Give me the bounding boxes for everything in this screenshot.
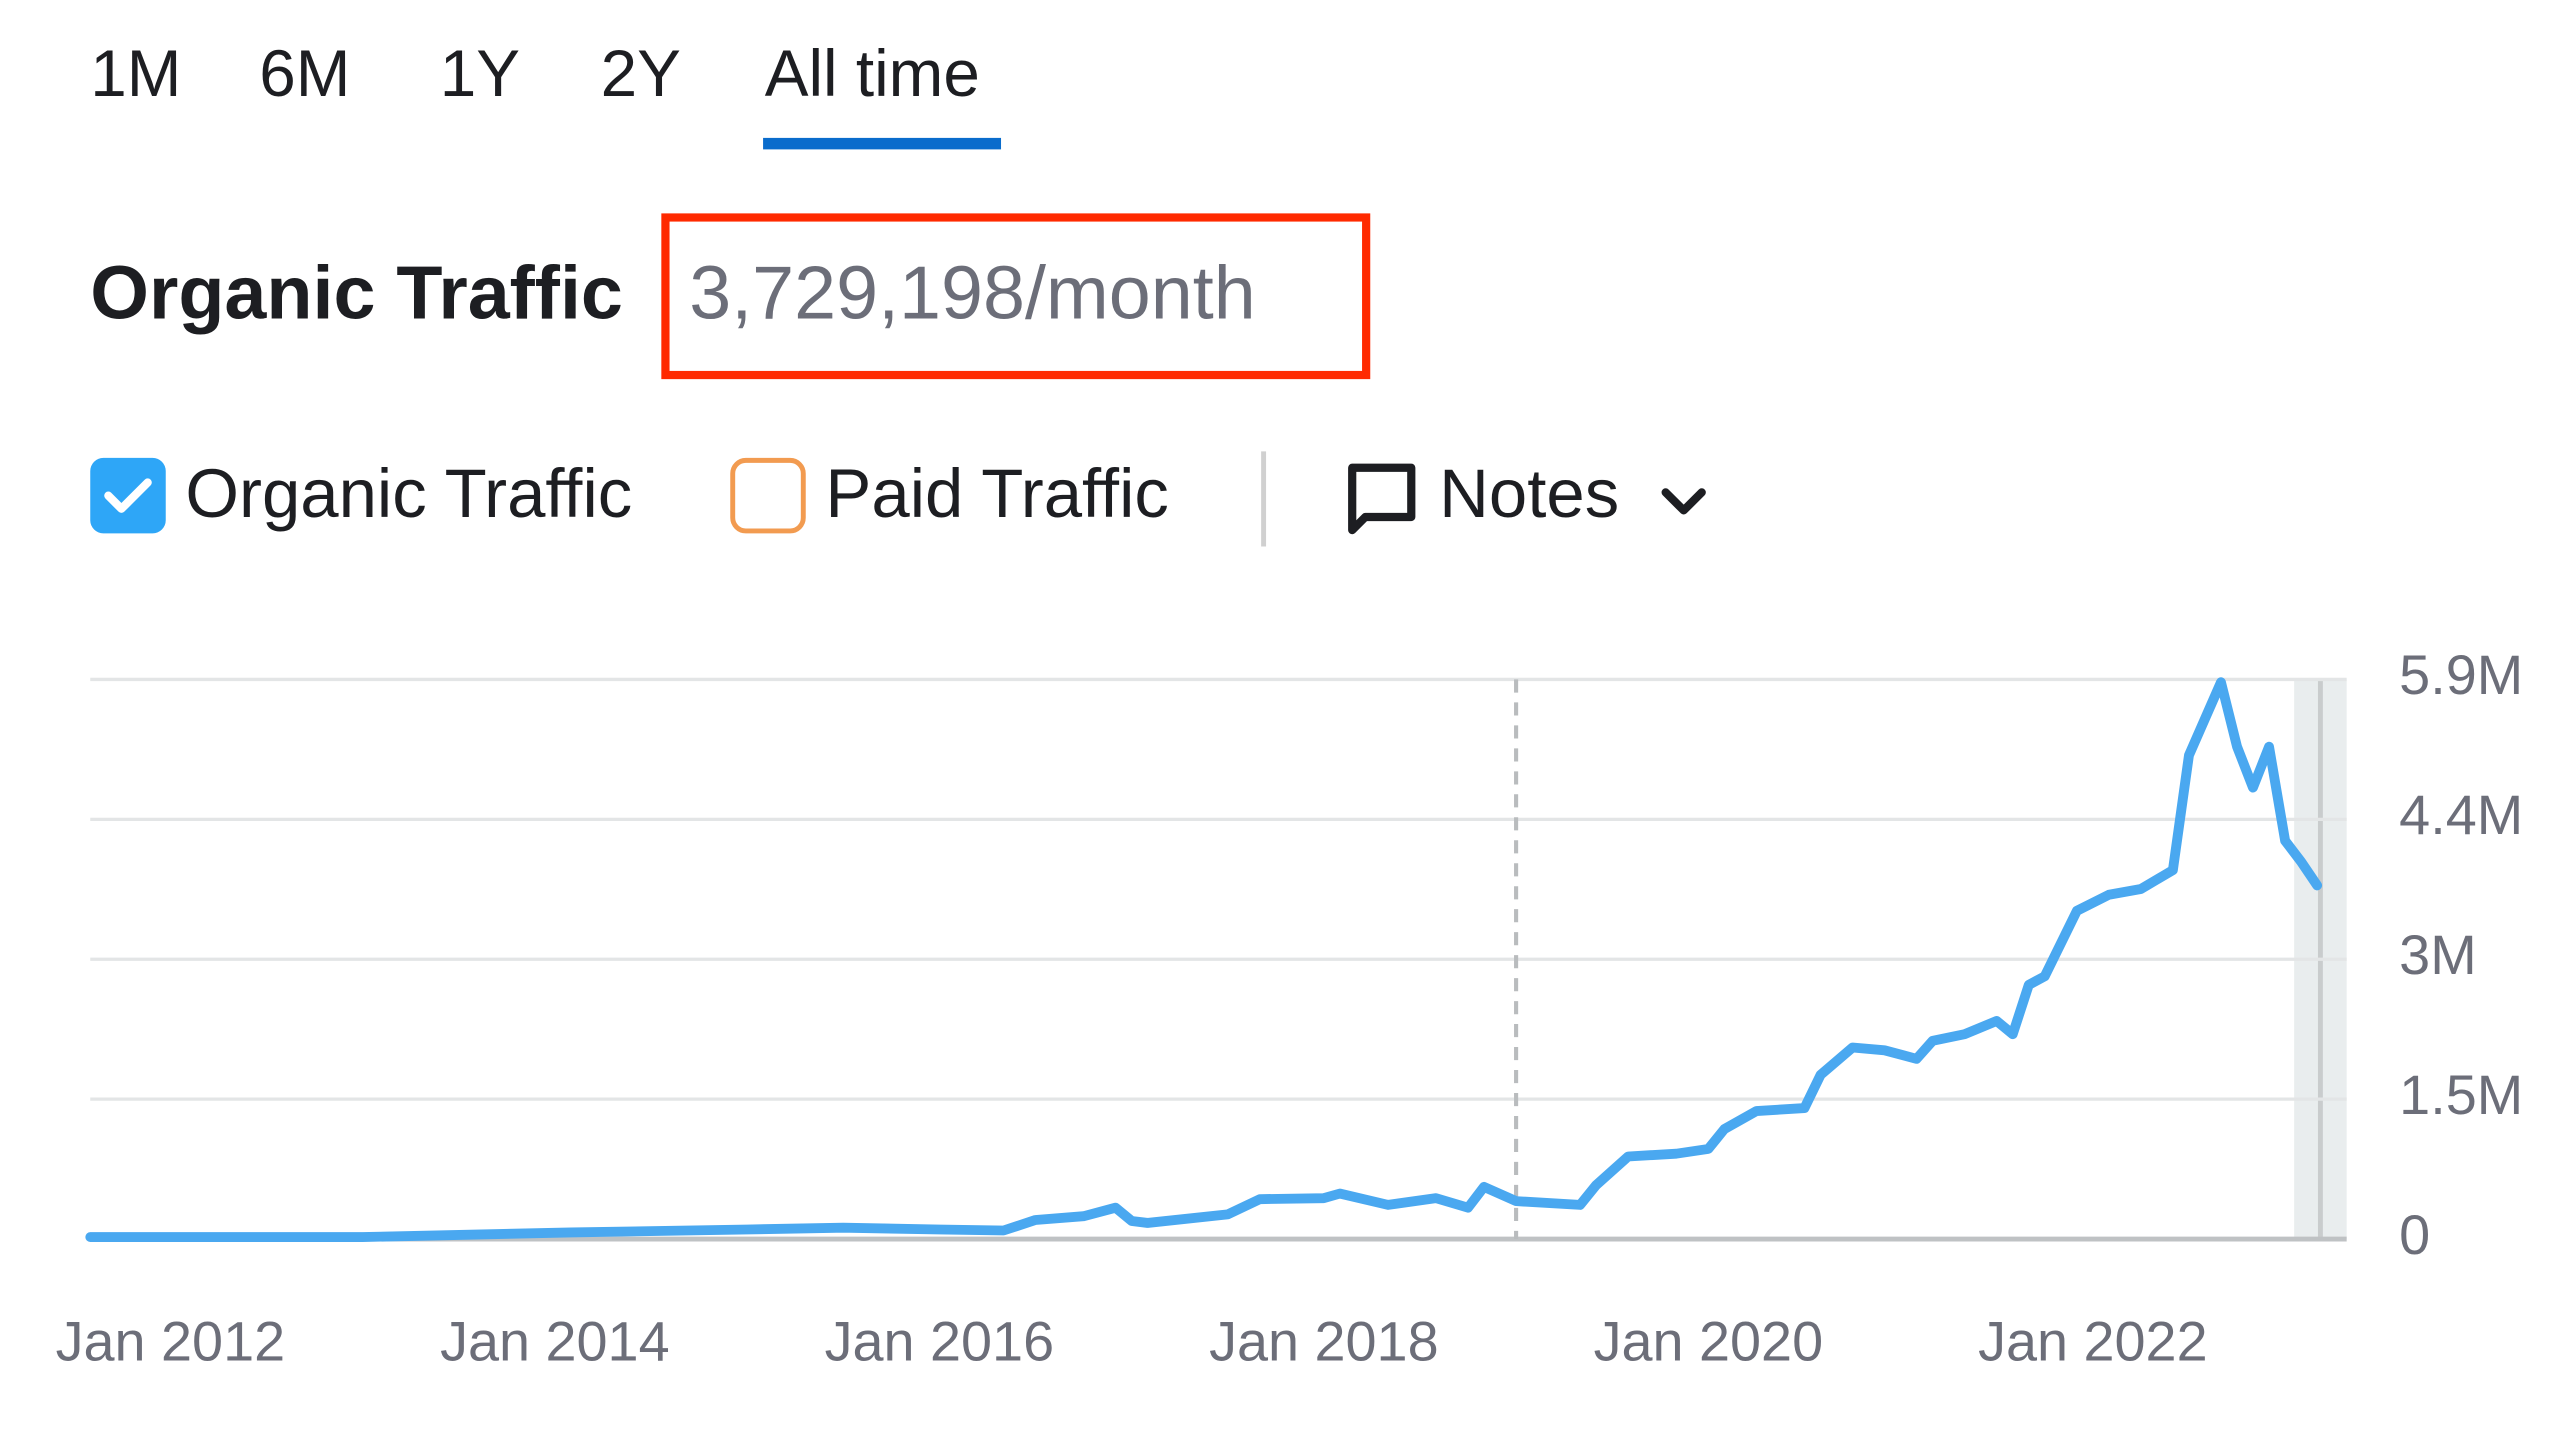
tab[interactable]: 6M xyxy=(259,37,350,110)
legend: Organic Traffic Paid Traffic Notes xyxy=(90,451,1706,547)
check-icon xyxy=(104,478,152,513)
x-tick-label: Jan 2016 xyxy=(825,1309,1055,1372)
y-tick-label: 4.4M xyxy=(2399,783,2523,846)
chevron-icon[interactable] xyxy=(1661,488,1706,515)
heading: Organic Traffic xyxy=(90,251,623,335)
notes-button[interactable]: Notes xyxy=(1439,455,1619,532)
x-tick-label: Jan 2012 xyxy=(56,1309,286,1372)
tabs: 1M 6M 1Y 2Y All time xyxy=(90,37,1002,150)
checkbox-unchecked[interactable] xyxy=(730,457,806,534)
highlight-box xyxy=(661,213,1371,380)
chart: 0 1.5M 3M 4.4M 5.9M Jan 2012 Jan 2014 Jan 2016 J… xyxy=(56,643,2524,1372)
x-tick-label: Jan 2018 xyxy=(1209,1309,1439,1372)
tab[interactable]: 2Y xyxy=(601,37,681,110)
notes-icon[interactable] xyxy=(1348,463,1416,535)
x-tick-label: Jan 2014 xyxy=(440,1309,670,1372)
traffic-value: 3,729,198/month xyxy=(689,251,1255,335)
y-tick-label: 1.5M xyxy=(2399,1063,2523,1126)
legend-label[interactable]: Paid Traffic xyxy=(825,455,1168,532)
legend-label[interactable]: Organic Traffic xyxy=(185,455,632,532)
tab-active[interactable]: All time xyxy=(765,37,980,110)
tab[interactable]: 1M xyxy=(90,37,181,110)
x-tick-label: Jan 2022 xyxy=(1978,1309,2208,1372)
traffic-line xyxy=(85,677,2323,1242)
checkbox-checked[interactable] xyxy=(90,457,166,534)
tab-underline xyxy=(763,137,1002,150)
tab[interactable]: 1Y xyxy=(440,37,520,110)
y-tick-label: 3M xyxy=(2399,923,2477,986)
y-tick-label: 0 xyxy=(2399,1203,2430,1266)
x-tick-label: Jan 2020 xyxy=(1594,1309,1824,1372)
y-tick-label: 5.9M xyxy=(2399,643,2523,706)
